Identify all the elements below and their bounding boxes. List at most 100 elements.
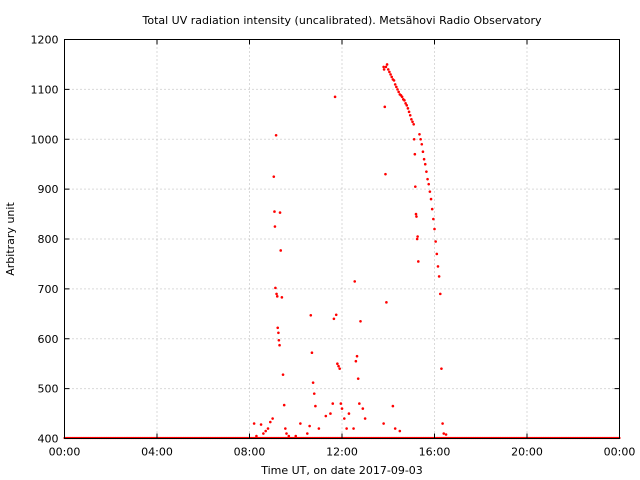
data-point [384, 65, 388, 69]
data-point [309, 314, 313, 317]
data-point [414, 185, 417, 188]
data-point [308, 424, 311, 428]
grid-layer [64, 39, 620, 439]
chart-title: Total UV radiation intensity (uncalibrat… [142, 14, 542, 27]
data-point [329, 412, 332, 415]
x-tick-label: 12:00 [326, 446, 358, 459]
data-point [444, 433, 448, 436]
y-tick-label: 500 [38, 383, 59, 396]
data-point [432, 217, 435, 221]
data-point [252, 422, 256, 425]
x-tick-label: 04:00 [141, 446, 173, 459]
data-point [408, 114, 412, 117]
data-point [419, 137, 422, 141]
data-point [310, 351, 314, 355]
data-point [400, 95, 404, 99]
data-point [397, 90, 400, 94]
data-point [382, 422, 385, 425]
y-tick-labels: 400 500 600 700 800 900 1000 1100 1200 [31, 34, 59, 446]
y-tick-label: 400 [38, 433, 59, 446]
data-point [428, 190, 432, 193]
data-point [393, 83, 397, 86]
data-point [334, 313, 338, 317]
data-point [393, 427, 397, 430]
data-point [294, 434, 298, 438]
data-point [281, 373, 285, 376]
data-point [395, 85, 398, 89]
data-point [312, 392, 316, 395]
data-point [314, 404, 317, 408]
data-point [415, 215, 418, 218]
data-point [427, 182, 431, 186]
data-point [264, 429, 267, 433]
data-point [273, 210, 276, 213]
data-point [317, 427, 321, 430]
data-point [354, 359, 358, 363]
data-point [358, 402, 361, 405]
data-point [437, 275, 441, 278]
y-tick-label: 1100 [31, 83, 59, 96]
data-point [388, 70, 391, 74]
data-point [430, 207, 434, 211]
data-point [356, 377, 360, 380]
y-tick-label: 800 [38, 233, 59, 246]
data-point [277, 338, 281, 342]
data-point [274, 286, 277, 290]
data-point [426, 177, 429, 181]
data-point [436, 265, 440, 268]
x-tick-label: 16:00 [419, 446, 451, 459]
x-tick-label: 00:00 [604, 446, 636, 459]
data-point [389, 73, 392, 76]
data-point [340, 407, 344, 410]
data-point [429, 197, 433, 201]
data-point [347, 412, 351, 415]
y-tick-label: 700 [38, 283, 59, 296]
x-tick-labels: 00:00 04:00 08:00 12:00 16:00 20:00 00:00 [49, 446, 636, 459]
axis-ticks [64, 39, 620, 439]
data-point [404, 102, 407, 105]
data-point [398, 429, 402, 433]
data-point [332, 317, 336, 321]
data-point [411, 120, 414, 124]
y-tick-label: 900 [38, 183, 59, 196]
data-point [382, 68, 386, 71]
data-point [421, 150, 425, 154]
data-point [414, 212, 418, 216]
data-point [272, 175, 276, 178]
data-point [331, 402, 335, 405]
data-point [324, 414, 328, 418]
data-point [274, 133, 278, 137]
x-tick-label: 08:00 [234, 446, 266, 459]
data-point [413, 152, 417, 156]
data-point [415, 237, 419, 241]
data-point [287, 434, 291, 438]
data-point [262, 432, 265, 435]
data-point [338, 367, 341, 370]
data-point [412, 137, 416, 141]
data-point [422, 157, 426, 161]
data-point [392, 79, 396, 82]
data-point [363, 417, 367, 420]
data-point [386, 68, 390, 71]
data-point [385, 63, 389, 66]
data-point [285, 432, 288, 435]
data-point [336, 362, 339, 365]
data-point [353, 280, 357, 283]
data-point [412, 122, 415, 126]
data-point [276, 326, 280, 330]
data-point [339, 402, 343, 405]
data-point [418, 132, 421, 136]
data-point [403, 99, 406, 102]
y-tick-label: 1000 [31, 133, 59, 146]
data-point [345, 427, 348, 430]
y-tick-label: 600 [38, 333, 59, 346]
data-point [299, 422, 302, 425]
data-point [306, 432, 309, 435]
x-tick-label: 20:00 [511, 446, 543, 459]
data-point [278, 343, 281, 347]
data-point [434, 240, 437, 243]
data-point [271, 417, 274, 420]
data-point [438, 292, 442, 296]
data-point [355, 354, 359, 358]
